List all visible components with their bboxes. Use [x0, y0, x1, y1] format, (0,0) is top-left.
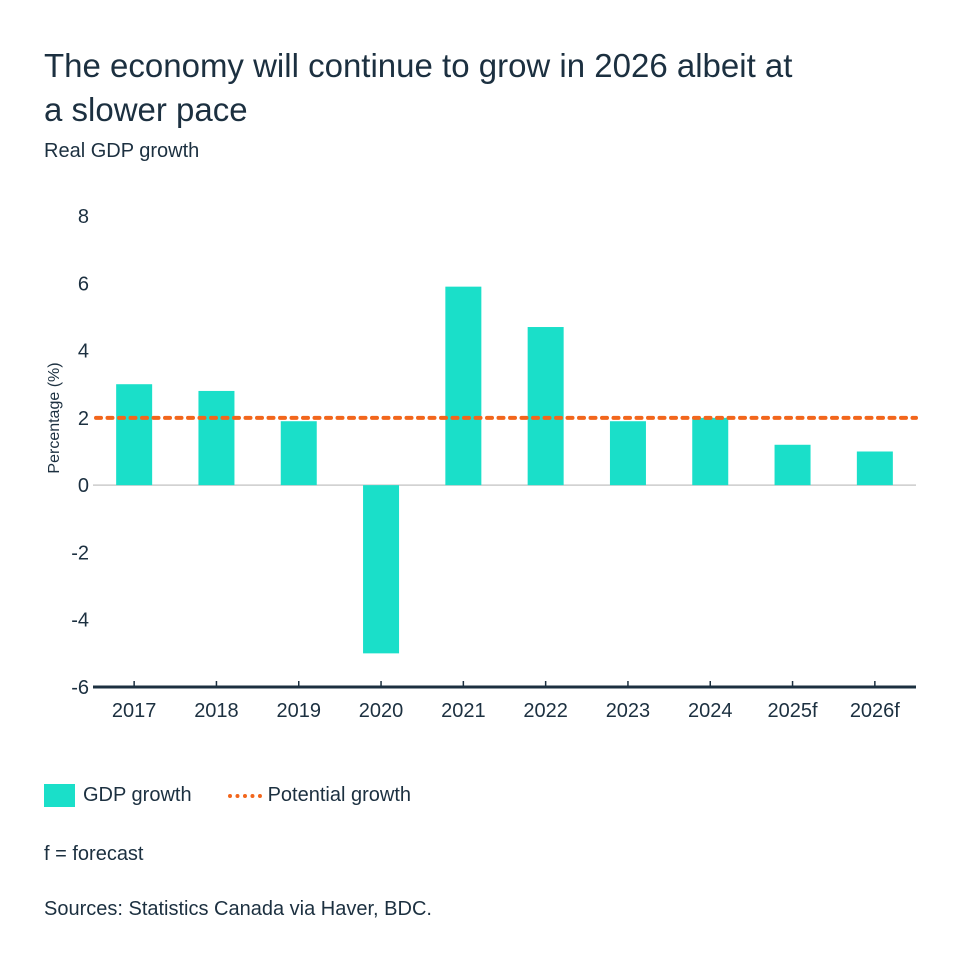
- x-tick-label: 2018: [194, 700, 239, 722]
- bar-2023: [609, 421, 646, 486]
- y-tick-label: -6: [71, 677, 89, 699]
- bar-2026f: [856, 451, 893, 486]
- bar-2020: [363, 485, 400, 654]
- bar-2018: [198, 390, 235, 486]
- y-axis-ticks: 8 6 4 2 0 -2 -4 -6: [71, 206, 89, 699]
- x-tick-label: 2021: [441, 700, 486, 722]
- bar-2024: [692, 417, 729, 486]
- bars: [116, 286, 893, 654]
- y-tick-label: -4: [71, 610, 89, 632]
- x-tick-label: 2017: [112, 700, 157, 722]
- legend-label: Potential growth: [267, 784, 411, 806]
- chart-subtitle: Real GDP growth: [44, 140, 200, 162]
- bar-2022: [527, 327, 564, 486]
- x-tick-label: 2020: [359, 700, 404, 722]
- x-axis-ticks: 2017 2018 2019 2020 2021 2022 2023 2024 2025f 202…: [112, 681, 900, 722]
- bar-2025f: [774, 444, 811, 486]
- x-tick-label: 2019: [277, 700, 322, 722]
- x-tick-label: 2023: [606, 700, 651, 722]
- legend-label: GDP growth: [83, 784, 192, 806]
- legend: GDP growth Potential growth: [44, 784, 447, 807]
- y-tick-label: 2: [78, 408, 89, 430]
- x-tick-label: 2022: [523, 700, 568, 722]
- gdp-growth-swatch-icon: [44, 784, 75, 807]
- bar-2021: [445, 286, 482, 486]
- y-tick-label: 8: [78, 206, 89, 228]
- y-axis-label: Percentage (%): [46, 362, 63, 473]
- x-tick-label: 2026f: [850, 700, 900, 722]
- forecast-note: f = forecast: [44, 843, 144, 865]
- legend-item-potential-growth: Potential growth: [227, 784, 411, 807]
- x-tick-label: 2025f: [768, 700, 818, 722]
- x-tick-label: 2024: [688, 700, 733, 722]
- bar-2019: [280, 421, 317, 486]
- y-tick-label: 0: [78, 475, 89, 497]
- chart-title: The economy will continue to grow in 202…: [44, 47, 793, 128]
- legend-item-gdp-growth: GDP growth: [44, 784, 192, 807]
- y-tick-label: 4: [78, 341, 89, 363]
- y-tick-label: -2: [71, 542, 89, 564]
- dotted-line-swatch-icon: [227, 793, 262, 798]
- bar-2017: [116, 384, 153, 486]
- y-tick-label: 6: [78, 273, 89, 295]
- source-note: Sources: Statistics Canada via Haver, BD…: [44, 898, 432, 920]
